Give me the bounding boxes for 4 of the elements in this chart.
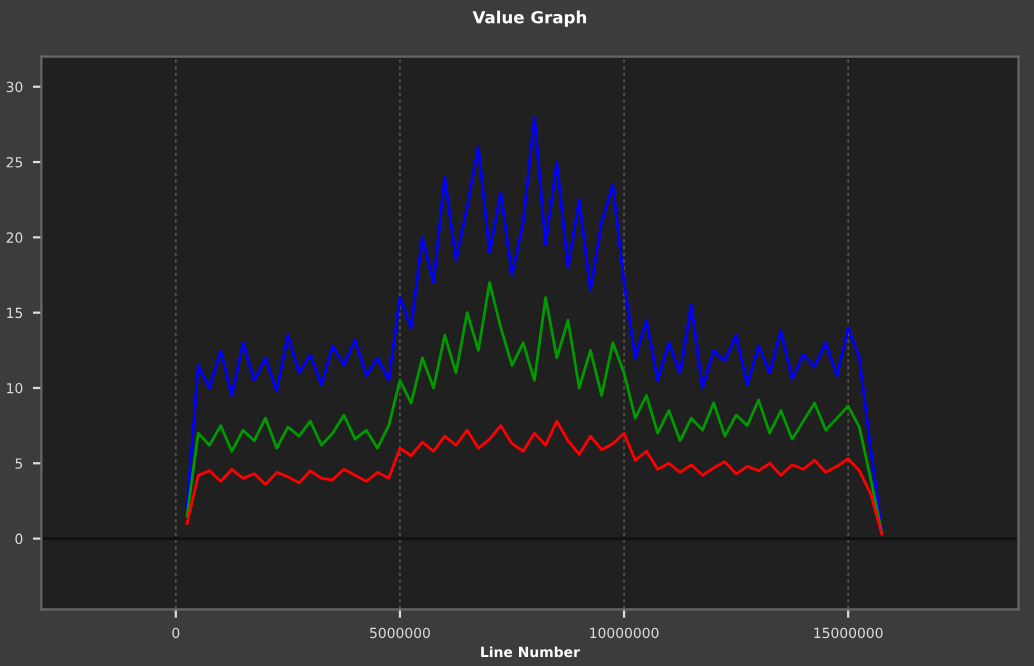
- line-series: [185, 115, 884, 533]
- chart-title: Value Graph: [472, 10, 587, 27]
- line-series: [185, 281, 884, 534]
- line-series: [185, 419, 884, 536]
